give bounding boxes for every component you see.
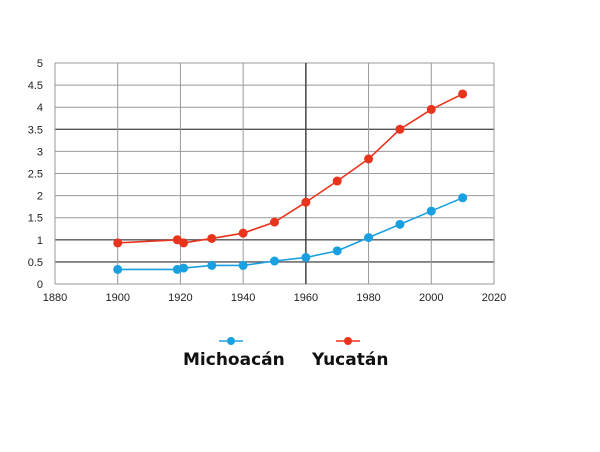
x-tick-label: 1940 xyxy=(231,292,255,304)
data-point xyxy=(179,263,189,273)
y-tick-label: 4 xyxy=(37,102,43,114)
y-tick-label: 0 xyxy=(37,279,43,291)
x-tick-label: 1920 xyxy=(168,292,192,304)
data-point xyxy=(238,260,248,270)
data-point xyxy=(270,217,279,227)
data-point xyxy=(426,104,436,114)
data-point xyxy=(113,264,123,274)
y-tick-label: 5 xyxy=(37,58,43,70)
legend-marker-1 xyxy=(344,337,352,345)
data-point xyxy=(458,89,468,99)
data-point xyxy=(332,246,342,256)
data-point xyxy=(301,252,311,262)
x-tick-label: 1980 xyxy=(356,292,380,304)
x-tick-label: 1880 xyxy=(43,292,67,304)
y-tick-label: 3 xyxy=(37,146,43,158)
y-tick-label: 1 xyxy=(37,235,43,247)
data-point xyxy=(238,228,248,238)
tick-labels: 0 0.5 1 1.5 2 2.5 3 3.5 4 4.5 5 1880 1900 1920 1940 196… xyxy=(28,58,507,304)
data-point xyxy=(270,256,279,266)
grid xyxy=(54,62,495,285)
data-point xyxy=(364,154,374,164)
data-point xyxy=(395,219,405,229)
legend-label-michoacan: Michoacán xyxy=(183,350,285,370)
data-point xyxy=(364,233,374,243)
y-tick-label: 3.5 xyxy=(28,124,43,136)
legend-label-yucatan: Yucatán xyxy=(312,350,389,370)
x-tick-label: 1960 xyxy=(294,292,318,304)
x-tick-label: 2020 xyxy=(482,292,506,304)
data-point xyxy=(458,193,468,203)
y-tick-label: 0.5 xyxy=(28,257,43,269)
data-point xyxy=(395,124,405,134)
data-point xyxy=(179,238,189,248)
x-tick-label: 2000 xyxy=(419,292,443,304)
data-point xyxy=(207,233,217,243)
series-line-0 xyxy=(117,197,463,271)
legend-marker-0 xyxy=(227,337,235,345)
legend-markers xyxy=(219,337,360,345)
data-point xyxy=(426,206,436,216)
series-layer xyxy=(113,89,468,274)
y-tick-label: 2 xyxy=(37,191,43,203)
y-tick-label: 4.5 xyxy=(28,80,43,92)
data-point xyxy=(113,238,123,248)
data-point xyxy=(207,260,217,270)
x-tick-label: 1900 xyxy=(105,292,129,304)
data-point xyxy=(301,197,311,207)
y-tick-label: 1.5 xyxy=(28,213,43,225)
y-tick-label: 2.5 xyxy=(28,169,43,181)
data-point xyxy=(332,176,342,186)
